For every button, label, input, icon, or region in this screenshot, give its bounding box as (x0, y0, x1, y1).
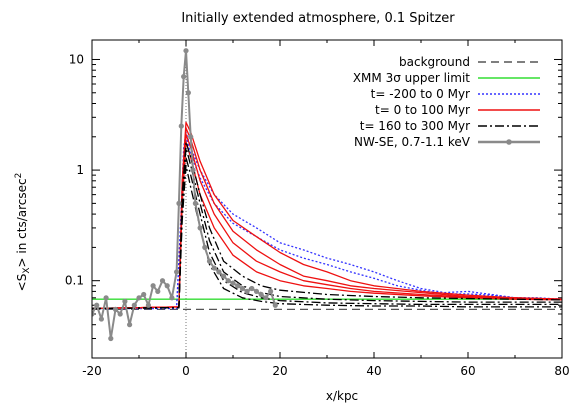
data-point (145, 302, 151, 308)
data-point (131, 302, 137, 308)
data-point (239, 285, 245, 292)
data-point (176, 200, 182, 206)
data-point (190, 167, 196, 173)
data-point (183, 48, 189, 54)
data-point (127, 322, 133, 328)
plot-frame (91, 39, 563, 359)
data-point (136, 295, 142, 301)
data-point (221, 273, 227, 279)
data-point (188, 134, 194, 140)
data-point (253, 288, 260, 295)
data-point (92, 311, 95, 317)
data-point (268, 288, 274, 295)
data-point (206, 258, 213, 264)
x-tick-label: 40 (366, 364, 381, 378)
series-4 (92, 141, 562, 310)
y-tick-label: 1 (76, 163, 84, 177)
data-point (235, 283, 241, 289)
legend-label: t= 160 to 300 Myr (360, 119, 470, 133)
legend-label: NW-SE, 0.7-1.1 keV (354, 135, 471, 149)
y-axis-label-mid: > in cts/arcsec (15, 178, 29, 267)
legend-label: t= -200 to 0 Myr (371, 87, 470, 101)
data-point (272, 302, 278, 308)
x-tick-label: 60 (460, 364, 475, 378)
data-point (197, 225, 203, 231)
data-point (244, 288, 250, 295)
y-axis-label-sub: X (22, 267, 32, 273)
x-tick-label: -20 (82, 364, 102, 378)
data-point (155, 288, 161, 295)
y-axis-label-sup: 2 (14, 173, 24, 179)
data-point (263, 295, 269, 301)
data-point (178, 123, 184, 129)
x-axis-label: x/kpc (326, 389, 358, 403)
series-line (92, 141, 562, 310)
data-point (211, 265, 217, 271)
data-point (174, 269, 180, 275)
data-point (225, 278, 231, 284)
axis-ticks: -20 0 20 40 60 80 0.1 1 10 (65, 40, 570, 378)
data-point (117, 311, 123, 317)
data-point (249, 285, 255, 292)
data-point (159, 278, 166, 284)
data-point (108, 335, 114, 342)
data-point (258, 291, 264, 298)
data-point (94, 302, 100, 308)
legend-label: XMM 3σ upper limit (353, 71, 470, 85)
data-point (141, 291, 147, 298)
chart-title: Initially extended atmosphere, 0.1 Spitz… (181, 11, 455, 26)
series-layer (92, 48, 562, 342)
x-tick-label: 20 (272, 364, 287, 378)
data-point (181, 74, 187, 80)
data-point (202, 244, 208, 250)
x-tick-label: 0 (182, 364, 190, 378)
y-axis-label: <SX> in cts/arcsec2 (14, 173, 32, 292)
data-point (122, 298, 128, 304)
series-line (92, 146, 562, 310)
series-line (92, 136, 562, 310)
y-tick-label: 0.1 (65, 274, 84, 288)
legend: background XMM 3σ upper limit t= -200 to 0… (353, 55, 540, 149)
data-point (164, 283, 170, 289)
series-5 (92, 48, 278, 342)
series-line (92, 141, 562, 310)
legend-swatch-point (506, 139, 512, 145)
data-point (185, 90, 191, 96)
data-point (150, 283, 156, 289)
y-tick-label: 10 (69, 52, 84, 66)
data-point (112, 306, 119, 313)
series-line (92, 164, 562, 310)
data-point (216, 269, 222, 275)
legend-label: background (399, 55, 470, 69)
y-axis-label-pre: <S (15, 274, 29, 292)
data-point (169, 295, 175, 301)
data-point (230, 280, 236, 286)
data-point (98, 316, 104, 322)
series-line (92, 156, 562, 310)
data-point (192, 200, 198, 206)
legend-label: t= 0 to 100 Myr (375, 103, 470, 117)
data-point (103, 295, 109, 301)
x-tick-label: 80 (554, 364, 569, 378)
